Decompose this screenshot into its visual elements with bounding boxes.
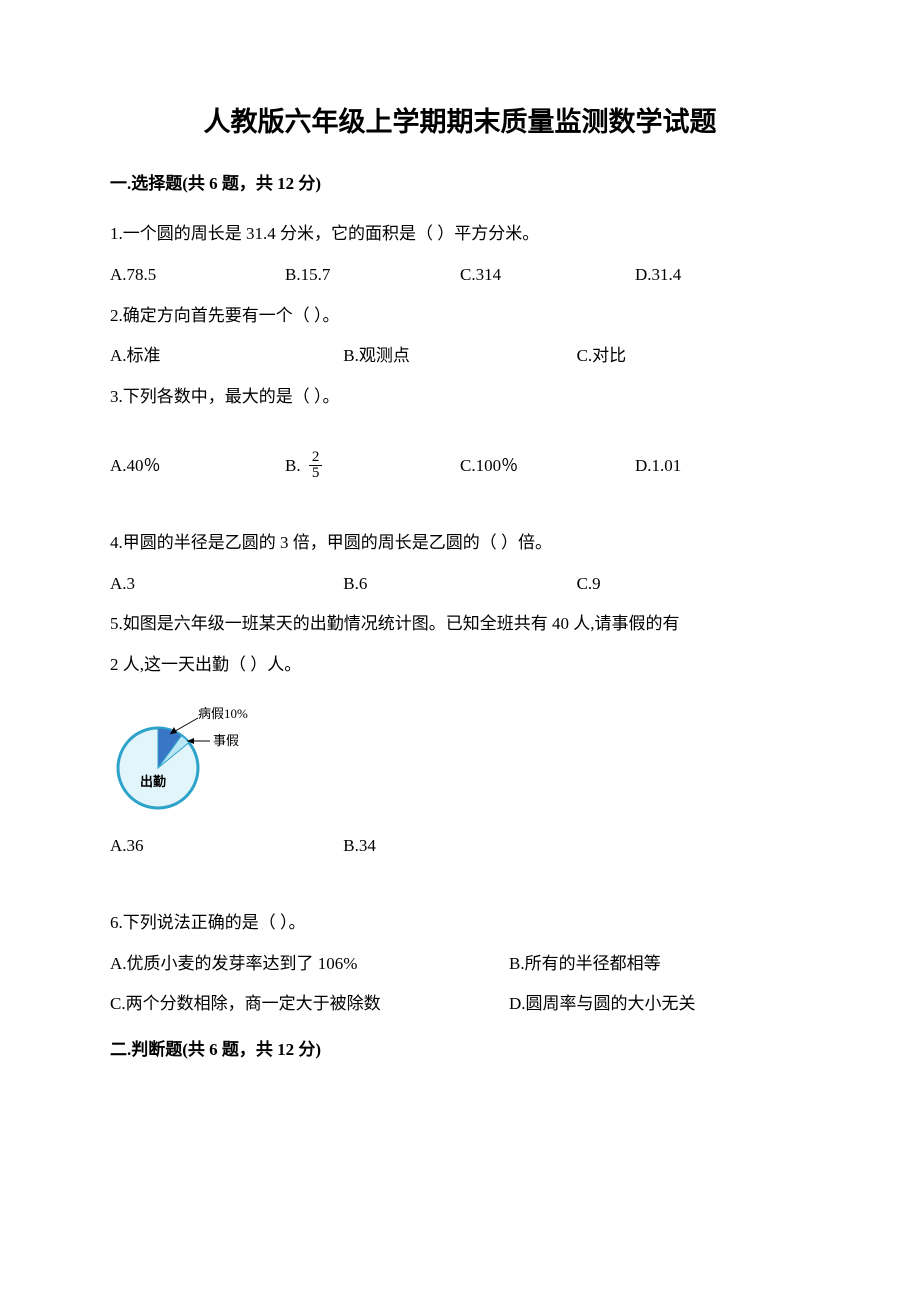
section-1-header: 一.选择题(共 6 题，共 12 分) [110, 169, 810, 194]
q1-A: A.78.5 [110, 255, 285, 296]
fraction-icon: 2 5 [309, 450, 323, 481]
section-2-header: 二.判断题(共 6 题，共 12 分) [110, 1035, 810, 1060]
pie-label-personal: 事假 [213, 733, 239, 748]
q5-A: A.36 [110, 826, 343, 867]
exam-page: 人教版六年级上学期期末质量监测数学试题 一.选择题(共 6 题，共 12 分) … [0, 0, 920, 1302]
q3-B-num: 2 [309, 450, 323, 466]
q5-line1: 5.如图是六年级一班某天的出勤情况统计图。已知全班共有 40 人,请事假的有 [110, 604, 810, 645]
q3-B-prefix: B. [285, 456, 305, 475]
page-title: 人教版六年级上学期期末质量监测数学试题 [110, 100, 810, 139]
q2-options: A.标准 B.观测点 C.对比 [110, 336, 810, 377]
q5-options: A.36 B.34 [110, 826, 810, 867]
q4-A: A.3 [110, 564, 343, 605]
q3-A: A.40％ [110, 446, 285, 487]
q3-C: C.100％ [460, 446, 635, 487]
q6-options-row2: C.两个分数相除，商一定大于被除数 D.圆周率与圆的大小无关 [110, 984, 810, 1025]
q3-options: A.40％ B. 2 5 C.100％ D.1.01 [110, 446, 810, 487]
q6-A: A.优质小麦的发芽率达到了 106% [110, 944, 509, 985]
q6-text: 6.下列说法正确的是（ ）。 [110, 903, 810, 944]
pie-chart-svg: 病假10% 事假 出勤 [110, 698, 290, 818]
pie-label-sick: 病假10% [198, 706, 248, 721]
q2-text: 2.确定方向首先要有一个（ ）。 [110, 296, 810, 337]
pie-chart: 病假10% 事假 出勤 [110, 698, 290, 818]
q2-A: A.标准 [110, 336, 343, 377]
q3-text: 3.下列各数中，最大的是（ ）。 [110, 377, 810, 418]
q1-B: B.15.7 [285, 255, 460, 296]
q6-options-row1: A.优质小麦的发芽率达到了 106% B.所有的半径都相等 [110, 944, 810, 985]
q1-options: A.78.5 B.15.7 C.314 D.31.4 [110, 255, 810, 296]
q6-B: B.所有的半径都相等 [509, 944, 810, 985]
q4-B: B.6 [343, 564, 576, 605]
pie-label-attend: 出勤 [140, 774, 166, 789]
q4-text: 4.甲圆的半径是乙圆的 3 倍，甲圆的周长是乙圆的（ ）倍。 [110, 523, 810, 564]
q2-C: C.对比 [577, 336, 810, 377]
q3-D: D.1.01 [635, 446, 810, 487]
q4-C: C.9 [577, 564, 810, 605]
q5-B: B.34 [343, 826, 576, 867]
q1-C: C.314 [460, 255, 635, 296]
q6-C: C.两个分数相除，商一定大于被除数 [110, 984, 509, 1025]
q3-B-den: 5 [309, 466, 323, 481]
q1-text: 1.一个圆的周长是 31.4 分米，它的面积是（ ）平方分米。 [110, 214, 810, 255]
q3-B: B. 2 5 [285, 446, 460, 487]
q6-D: D.圆周率与圆的大小无关 [509, 984, 810, 1025]
q1-D: D.31.4 [635, 255, 810, 296]
q5-line2: 2 人,这一天出勤（ ）人。 [110, 645, 810, 686]
q4-options: A.3 B.6 C.9 [110, 564, 810, 605]
q2-B: B.观测点 [343, 336, 576, 377]
